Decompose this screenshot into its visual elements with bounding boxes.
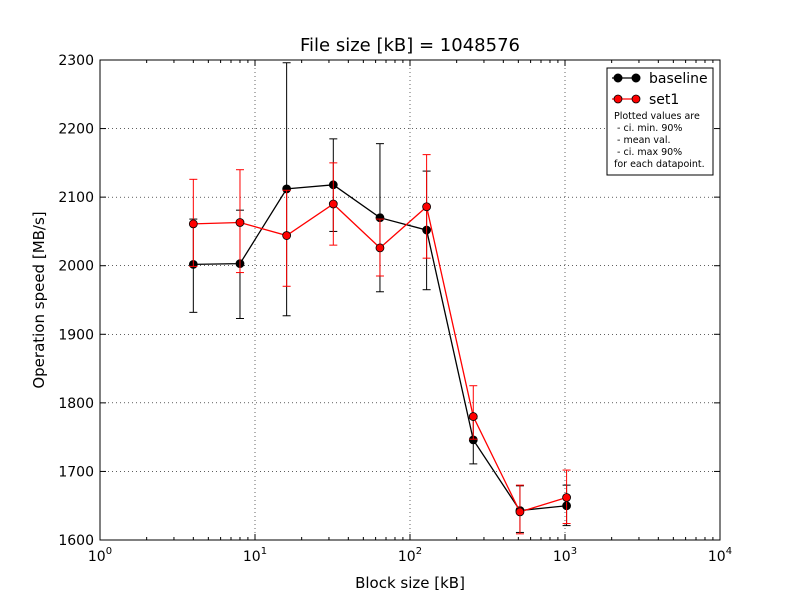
y-tick-label: 1700 bbox=[58, 464, 94, 480]
y-tick-label: 2100 bbox=[58, 190, 94, 206]
data-point-set1 bbox=[562, 493, 571, 502]
x-tick-label: 103 bbox=[553, 546, 577, 565]
legend-note-line: - mean val. bbox=[614, 135, 671, 146]
data-point-set1 bbox=[328, 199, 338, 209]
legend-note-line: - ci. min. 90% bbox=[614, 123, 682, 134]
legend-label-baseline: baseline bbox=[649, 71, 708, 87]
legend-box bbox=[606, 67, 714, 176]
legend-note-line: for each datapoint. bbox=[614, 159, 705, 170]
x-tick-label: 100 bbox=[88, 546, 112, 565]
chart-title: File size [kB] = 1048576 bbox=[300, 35, 520, 56]
data-point-set1 bbox=[468, 412, 478, 421]
legend-marker-baseline bbox=[613, 73, 623, 83]
series-layer bbox=[188, 62, 571, 535]
y-tick-label: 2300 bbox=[58, 53, 94, 69]
x-tick-label: 104 bbox=[708, 546, 732, 565]
legend-marker-set1 bbox=[613, 94, 623, 104]
y-tick-label: 2000 bbox=[58, 259, 94, 275]
legend-note-line: - ci. max 90% bbox=[614, 147, 682, 158]
x-axis-label: Block size [kB] bbox=[355, 574, 465, 592]
data-point-set1 bbox=[235, 218, 245, 227]
data-point-set1 bbox=[375, 243, 385, 253]
data-point-set1 bbox=[282, 231, 292, 240]
data-point-set1 bbox=[422, 202, 432, 212]
legend-label-set1: set1 bbox=[649, 92, 679, 108]
data-point-set1 bbox=[188, 219, 198, 229]
axis-ticks bbox=[99, 59, 721, 541]
y-tick-label: 1600 bbox=[58, 533, 94, 549]
y-tick-label: 2200 bbox=[58, 122, 94, 138]
y-axis-label: Operation speed [MB/s] bbox=[30, 211, 48, 388]
series-set1 bbox=[188, 154, 571, 535]
legend: baseline set1 Plotted values are - ci. m… bbox=[606, 67, 714, 176]
x-tick-label: 101 bbox=[243, 546, 267, 565]
data-point-set1 bbox=[515, 507, 525, 517]
y-tick-label: 1800 bbox=[58, 396, 94, 412]
y-tick-label: 1900 bbox=[58, 327, 94, 343]
legend-note-line: Plotted values are bbox=[614, 111, 700, 122]
legend-marker-baseline bbox=[631, 73, 641, 83]
legend-marker-set1 bbox=[631, 94, 641, 104]
x-tick-label: 102 bbox=[398, 546, 422, 565]
tick-labels: 1600 1700 1800 1900 2000 2100 2200 2300 100 101 10… bbox=[58, 53, 732, 565]
